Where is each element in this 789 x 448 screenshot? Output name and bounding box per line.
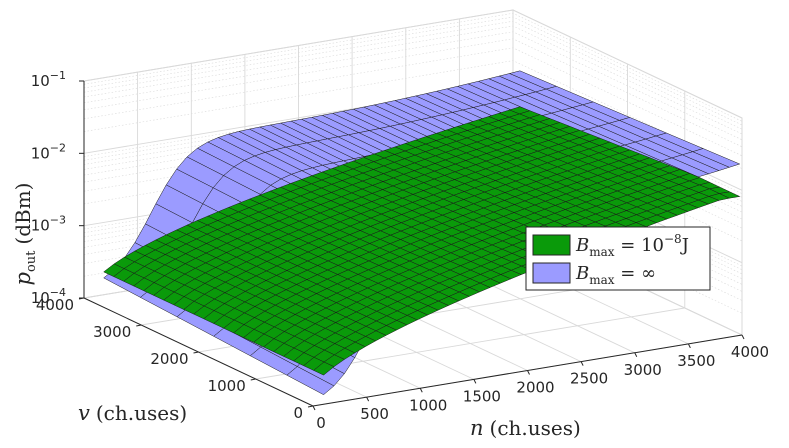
y-tick-label: 0 [293, 404, 303, 422]
x-tick-label: 2500 [570, 370, 608, 388]
z-axis-label: pout(dBm) [11, 183, 39, 286]
legend-label-finite: Bmax = 10−8J [575, 232, 689, 259]
x-tick-label: 1000 [409, 396, 447, 414]
x-tick-mark [741, 334, 745, 340]
surface-bmax-finite [103, 106, 741, 376]
surface-cell-finite [313, 361, 335, 376]
x-tick-mark [366, 396, 370, 402]
x-tick-mark [419, 388, 423, 393]
z-tick-label: 10−1 [31, 69, 66, 90]
x-tick-label: 2000 [516, 379, 554, 397]
x-tick-mark [312, 405, 316, 411]
x-tick-mark [527, 370, 530, 375]
y-tick-mark [307, 405, 314, 408]
y-tick-label: 2000 [150, 350, 188, 368]
x-tick-label: 3500 [677, 352, 715, 370]
x-tick-label: 0 [316, 414, 326, 432]
legend-label-infinity: Bmax = ∞ [575, 263, 656, 287]
y-tick-label: 4000 [36, 296, 74, 314]
legend: Bmax = 10−8J Bmax = ∞ [525, 226, 711, 291]
y-tick-mark [193, 351, 199, 354]
z-tick-label: 10−4 [31, 286, 66, 307]
legend-swatch-infinity [532, 262, 571, 284]
x-tick-mark [473, 379, 477, 384]
x-tick-label: 1500 [463, 387, 501, 405]
tick-labels: 0 500 1000 1500 2000 2500 3000 3500 4000 0 1000 200… [31, 69, 769, 432]
x-tick-mark [580, 361, 584, 366]
y-tick-mark [136, 324, 142, 327]
y-tick-label: 3000 [93, 323, 131, 341]
y-tick-label: 1000 [208, 377, 246, 395]
x-tick-label: 3000 [624, 361, 662, 379]
y-axis-label: v (ch.uses) [78, 401, 187, 425]
z-tick-label: 10−2 [31, 141, 66, 162]
x-tick-label: 4000 [731, 343, 769, 361]
legend-swatch-finite [532, 234, 571, 256]
x-axis-label: n (ch.uses) [470, 416, 581, 440]
x-tick-mark [634, 352, 638, 357]
x-tick-mark [687, 343, 691, 349]
z-tick-label: 10−3 [31, 214, 66, 235]
y-tick-mark [250, 378, 256, 381]
surface-cell-infinity [286, 366, 335, 396]
x-tick-label: 500 [360, 405, 389, 423]
